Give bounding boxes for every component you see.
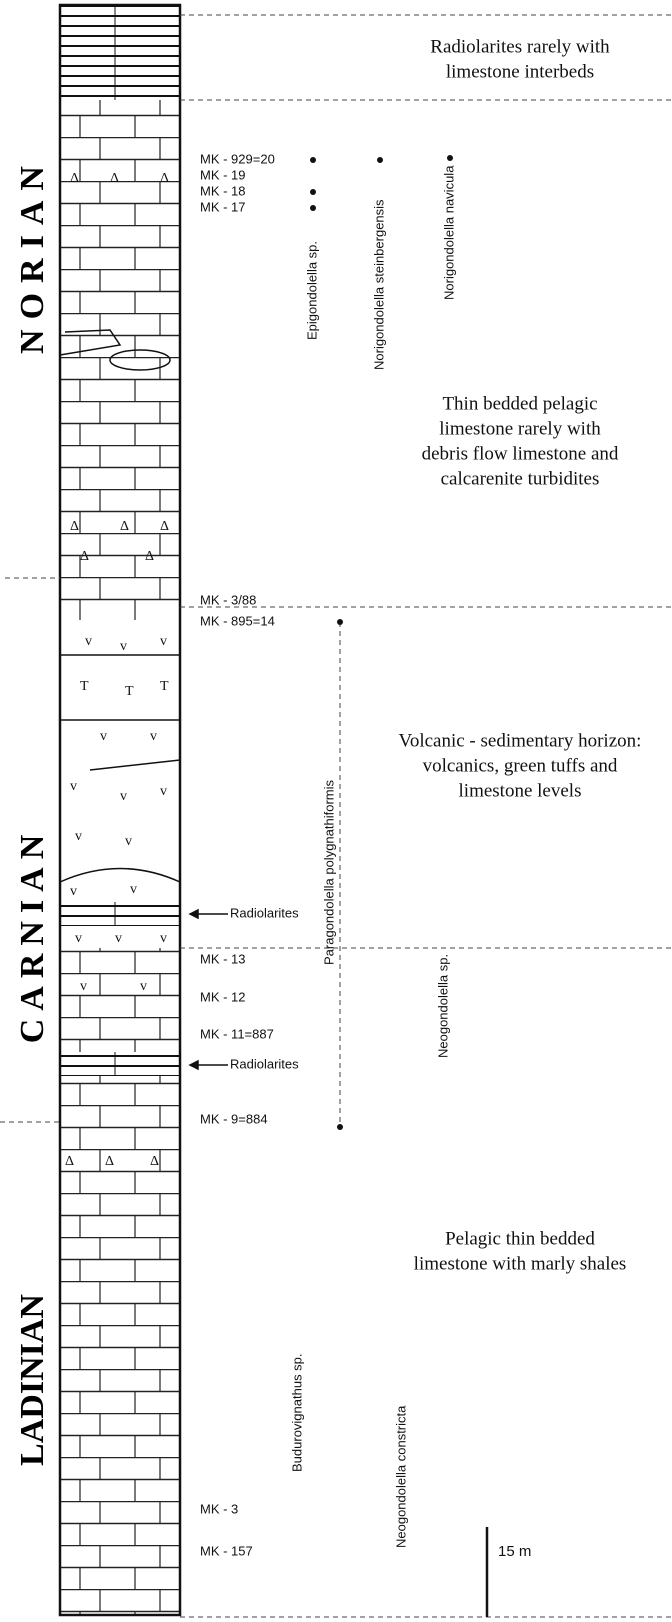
svg-text:Δ: Δ <box>110 171 119 186</box>
svg-text:Δ: Δ <box>70 519 79 534</box>
svg-text:v: v <box>85 634 92 649</box>
svg-text:T: T <box>160 679 169 694</box>
description: Pelagic thin bedded <box>445 1228 595 1249</box>
description: calcarenite turbidites <box>441 468 600 489</box>
svg-text:v: v <box>120 639 127 654</box>
svg-text:v: v <box>115 931 122 946</box>
sample-label: MK - 895=14 <box>200 613 275 628</box>
stratigraphic-column: vvv TTT vvv vvv vvv vvv vv ΔΔΔ ΔΔΔ ΔΔ ΔΔ… <box>0 0 672 1622</box>
marker-label: Radiolarites <box>230 905 299 920</box>
svg-text:Δ: Δ <box>70 171 79 186</box>
sample-label: MK - 13 <box>200 951 246 966</box>
sample-label: MK - 3/88 <box>200 592 256 607</box>
svg-text:v: v <box>150 729 157 744</box>
taxon-label: Paragondolella polygnathiformis <box>321 779 336 965</box>
description: volcanics, green tuffs and <box>423 755 618 776</box>
sample-label: MK - 9=884 <box>200 1111 268 1126</box>
taxon-label: Norigondolella navicula <box>441 165 456 300</box>
svg-text:v: v <box>75 931 82 946</box>
svg-text:Δ: Δ <box>145 549 154 564</box>
sample-label: MK - 18 <box>200 183 246 198</box>
marker-label: Radiolarites <box>230 1056 299 1071</box>
description: Radiolarites rarely with <box>430 36 610 57</box>
description: limestone with marly shales <box>414 1253 627 1274</box>
svg-text:v: v <box>160 784 167 799</box>
svg-text:Δ: Δ <box>160 171 169 186</box>
sample-label: MK - 12 <box>200 989 246 1004</box>
sample-label: MK - 11=887 <box>200 1026 274 1041</box>
svg-text:Δ: Δ <box>105 1154 114 1169</box>
svg-text:v: v <box>160 931 167 946</box>
description: limestone levels <box>459 780 582 801</box>
svg-text:v: v <box>160 634 167 649</box>
description: Thin bedded pelagic <box>442 393 597 414</box>
description: limestone rarely with <box>439 418 601 439</box>
taxon-label: Budurovignathus sp. <box>289 1353 304 1472</box>
svg-text:Δ: Δ <box>160 519 169 534</box>
taxon-label: Neogondolella constricta <box>393 1405 408 1548</box>
taxon-label: Neogondolella sp. <box>435 954 450 1058</box>
svg-text:Δ: Δ <box>120 519 129 534</box>
svg-text:Δ: Δ <box>65 1154 74 1169</box>
sample-label: MK - 929=20 <box>200 151 275 166</box>
sample-label: MK - 17 <box>200 199 246 214</box>
sample-label: MK - 157 <box>200 1543 253 1558</box>
svg-text:v: v <box>130 882 137 897</box>
svg-text:v: v <box>120 789 127 804</box>
svg-text:v: v <box>80 979 87 994</box>
svg-text:v: v <box>70 779 77 794</box>
svg-text:v: v <box>70 884 77 899</box>
svg-text:v: v <box>125 834 132 849</box>
svg-text:T: T <box>125 684 134 699</box>
stage-label: CARNIAN <box>14 827 51 1044</box>
taxon-label: Norigondolella steinbergensis <box>371 199 386 370</box>
sample-label: MK - 19 <box>200 167 246 182</box>
svg-text:Δ: Δ <box>80 549 89 564</box>
sample-label: MK - 3 <box>200 1501 238 1516</box>
svg-text:v: v <box>100 729 107 744</box>
svg-text:v: v <box>140 979 147 994</box>
taxon-label: Epigondolella sp. <box>304 241 319 340</box>
description: Volcanic - sedimentary horizon: <box>399 730 642 751</box>
description: limestone interbeds <box>446 61 594 82</box>
svg-text:Δ: Δ <box>150 1154 159 1169</box>
stage-label: LADINIAN <box>14 1294 51 1466</box>
stage-label: NORIAN <box>14 156 51 354</box>
svg-text:T: T <box>80 679 89 694</box>
scale-label: 15 m <box>498 1543 531 1560</box>
description: debris flow limestone and <box>422 443 619 464</box>
svg-text:v: v <box>75 829 82 844</box>
